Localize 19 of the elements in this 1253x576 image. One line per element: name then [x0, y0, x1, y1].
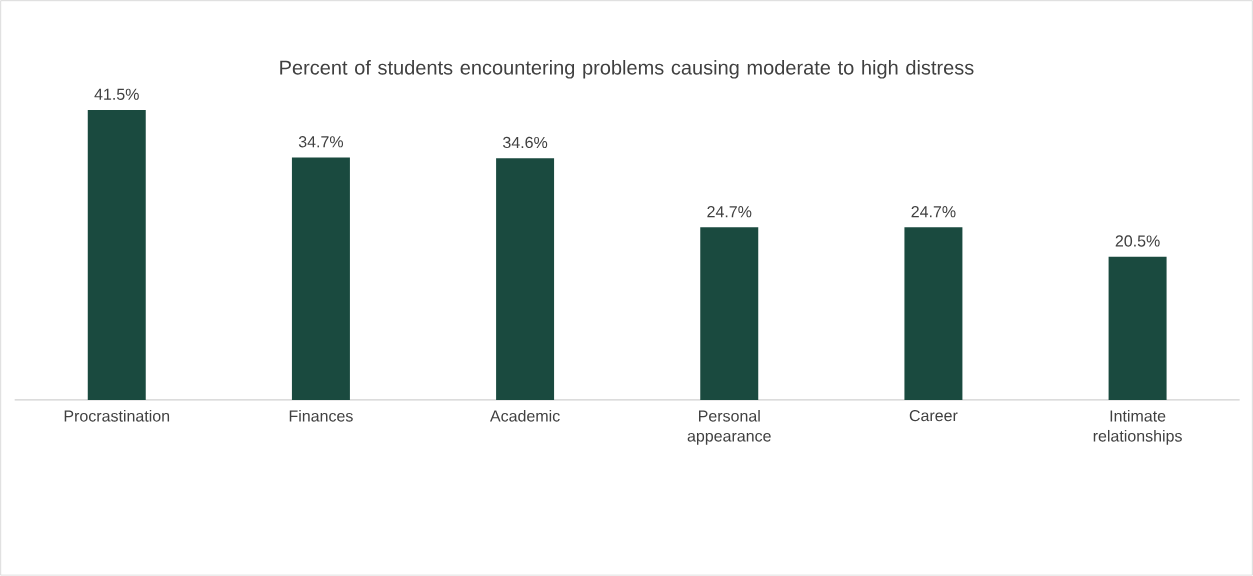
x-tick-label: Procrastination	[64, 410, 170, 422]
chart-title: Percent of students encountering problems causing moderate to high distress	[280, 60, 974, 79]
x-tick-label: Academic	[489, 410, 560, 422]
bar	[904, 227, 963, 400]
x-tick-label: Finances	[289, 410, 353, 422]
bar	[496, 158, 555, 400]
data-label: 34.6%	[503, 136, 548, 149]
data-label: 34.7%	[298, 136, 344, 148]
x-tick-label: Intimate relationships	[1093, 410, 1182, 445]
data-label: 24.7%	[911, 206, 956, 218]
data-label: 20.5%	[1115, 235, 1160, 247]
data-label: 24.7%	[707, 206, 752, 218]
bar	[291, 157, 350, 400]
x-tick-label: Career	[909, 410, 958, 422]
x-tick-label: Personal appearance	[687, 410, 771, 445]
data-label: 41.5%	[94, 88, 139, 100]
bar	[87, 110, 146, 400]
bar	[1108, 256, 1167, 400]
bar	[700, 227, 759, 400]
